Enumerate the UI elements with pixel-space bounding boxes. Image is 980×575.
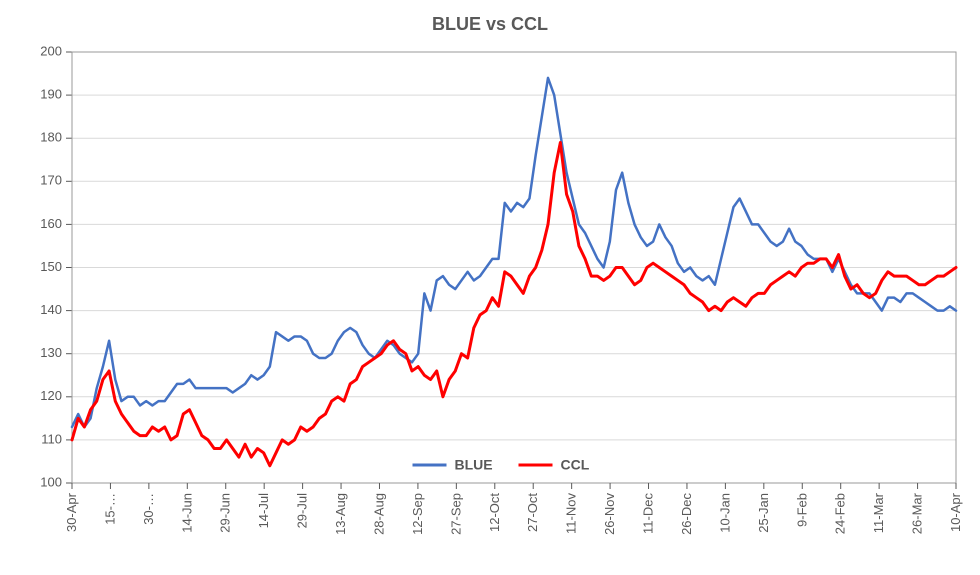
y-tick-label: 160 (40, 216, 62, 231)
x-tick-label: 11-Mar (871, 492, 886, 533)
x-tick-label: 26-Dec (679, 493, 694, 535)
x-tick-label: 12-Oct (487, 493, 502, 532)
legend-label: CCL (561, 457, 590, 473)
y-tick-label: 110 (41, 431, 62, 446)
x-tick-label: 11-Dec (641, 493, 656, 534)
y-tick-label: 150 (40, 259, 62, 274)
x-tick-label: 29-Jun (218, 493, 233, 533)
x-tick-label: 10-Jan (717, 493, 732, 533)
x-tick-label: 14-Jul (256, 493, 271, 529)
x-tick-label: 27-Sep (448, 493, 463, 535)
y-tick-label: 140 (40, 302, 62, 317)
y-tick-label: 120 (40, 388, 62, 403)
x-tick-label: 26-Mar (910, 492, 925, 534)
x-tick-label: 28-Aug (371, 493, 386, 535)
y-tick-label: 200 (40, 43, 62, 58)
x-tick-label: 12-Sep (410, 493, 425, 535)
x-tick-label: 15-… (102, 493, 117, 525)
chart-title: BLUE vs CCL (432, 14, 548, 34)
chart-container: 100 110 120 130 140 150 160 170 180 190 200 30-Apr 1… (0, 0, 980, 575)
y-tick-label: 130 (40, 345, 62, 360)
x-tick-label: 24-Feb (833, 493, 848, 534)
y-tick-label: 190 (40, 87, 62, 102)
x-tick-label: 29-Jul (295, 493, 310, 529)
x-tick-label: 27-Oct (525, 493, 540, 532)
legend-label: BLUE (455, 457, 493, 473)
x-tick-label: 14-Jun (179, 493, 194, 533)
x-tick-label: 10-Apr (948, 492, 963, 532)
x-tick-label: 30-… (141, 493, 156, 525)
x-tick-label: 13-Aug (333, 493, 348, 535)
y-tick-label: 100 (40, 474, 62, 489)
y-tick-label: 170 (40, 173, 62, 188)
x-tick-label: 25-Jan (756, 493, 771, 533)
x-tick-label: 30-Apr (64, 492, 79, 532)
x-tick-label: 26-Nov (602, 493, 617, 535)
y-tick-label: 180 (40, 130, 62, 145)
x-tick-label: 9-Feb (794, 493, 809, 527)
x-tick-label: 11-Nov (564, 493, 579, 534)
line-chart: 100 110 120 130 140 150 160 170 180 190 200 30-Apr 1… (0, 0, 980, 575)
